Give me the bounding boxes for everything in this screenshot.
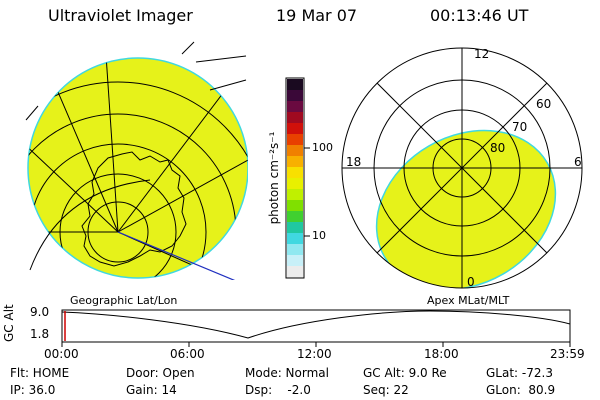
mlt-label-12: 12	[474, 47, 490, 61]
colorbar-frame	[285, 77, 305, 279]
colorbar-segment	[287, 145, 303, 157]
coastline	[81, 151, 187, 267]
timeline-y-tick: 1.8	[30, 327, 50, 341]
time-readout: 00:13:46 UT	[430, 6, 529, 25]
grid-arc	[25, 105, 39, 121]
status-dsp: Dsp: -2.0	[245, 383, 311, 397]
right-image-oval	[375, 129, 557, 288]
right-panel-label: Apex MLat/MLT	[427, 294, 510, 307]
polar-diagonal	[376, 82, 548, 254]
status-flight: Flt: HOME	[10, 366, 70, 380]
colorbar	[285, 77, 310, 279]
mlt-label-18: 18	[346, 155, 362, 169]
timeline-frame	[61, 309, 571, 343]
date-readout: 19 Mar 07	[276, 6, 358, 25]
status-glon: GLon: 80.9	[486, 383, 556, 397]
grid-arc	[195, 55, 247, 63]
timeline-x-tick: 06:00	[170, 347, 205, 361]
colorbar-segment	[287, 134, 303, 146]
mlat-label-60: 60	[536, 97, 552, 111]
colorbar-segment	[287, 222, 303, 234]
colorbar-segment	[287, 200, 303, 212]
timeline-y-tick: 9.0	[30, 305, 50, 319]
colorbar-segment	[287, 211, 303, 223]
altitude-curve	[61, 310, 571, 339]
timeline-x-tick: 18:00	[424, 347, 459, 361]
mlt-label-6: 6	[574, 155, 582, 169]
colorbar-tick-label: 10	[312, 229, 326, 242]
status-door: Door: Open	[126, 366, 195, 380]
colorbar-segment	[287, 79, 303, 91]
timeline-x-tick: 00:00	[44, 347, 79, 361]
status-gc-alt: GC Alt: 9.0 Re	[363, 366, 447, 380]
terminator-line	[117, 231, 236, 280]
mlat-label-80: 80	[490, 141, 506, 155]
timeline-x-tick: 23:59	[550, 347, 585, 361]
colorbar-tick-label: 100	[312, 141, 333, 154]
colorbar-segment	[287, 189, 303, 201]
colorbar-segment	[287, 90, 303, 102]
status-seq: Seq: 22	[363, 383, 409, 397]
left-panel-label: Geographic Lat/Lon	[70, 294, 178, 307]
lat-circle	[28, 81, 248, 278]
meridian	[28, 139, 119, 233]
meridian	[104, 58, 119, 233]
left-image-disk	[27, 57, 248, 279]
colorbar-segment	[287, 123, 303, 135]
colorbar-segment	[287, 233, 303, 245]
status-ip: IP: 36.0	[10, 383, 56, 397]
colorbar-segment	[287, 178, 303, 190]
altitude-timeline	[61, 309, 571, 347]
colorbar-segment	[287, 112, 303, 124]
colorbar-segment	[287, 101, 303, 113]
colorbar-segment	[287, 156, 303, 168]
timeline-y-label: GC Alt	[2, 304, 16, 342]
grid-arc	[209, 79, 247, 91]
status-gain: Gain: 14	[126, 383, 177, 397]
app-title: Ultraviolet Imager	[48, 6, 193, 25]
colorbar-segment	[287, 244, 303, 256]
grid-arc	[181, 41, 195, 55]
apex-panel	[341, 47, 583, 289]
status-glat: GLat: -72.3	[486, 366, 553, 380]
colorbar-unit-label: photon cm⁻²s⁻¹	[267, 131, 281, 225]
grid-arc	[29, 179, 151, 271]
colorbar-segment	[287, 255, 303, 267]
mlt-label-0: 0	[467, 275, 475, 289]
mlat-label-70: 70	[512, 120, 528, 134]
meridian	[117, 231, 248, 278]
timeline-x-tick: 12:00	[297, 347, 332, 361]
colorbar-segment	[287, 167, 303, 179]
colorbar-segment	[287, 266, 303, 278]
status-mode: Mode: Normal	[245, 366, 329, 380]
